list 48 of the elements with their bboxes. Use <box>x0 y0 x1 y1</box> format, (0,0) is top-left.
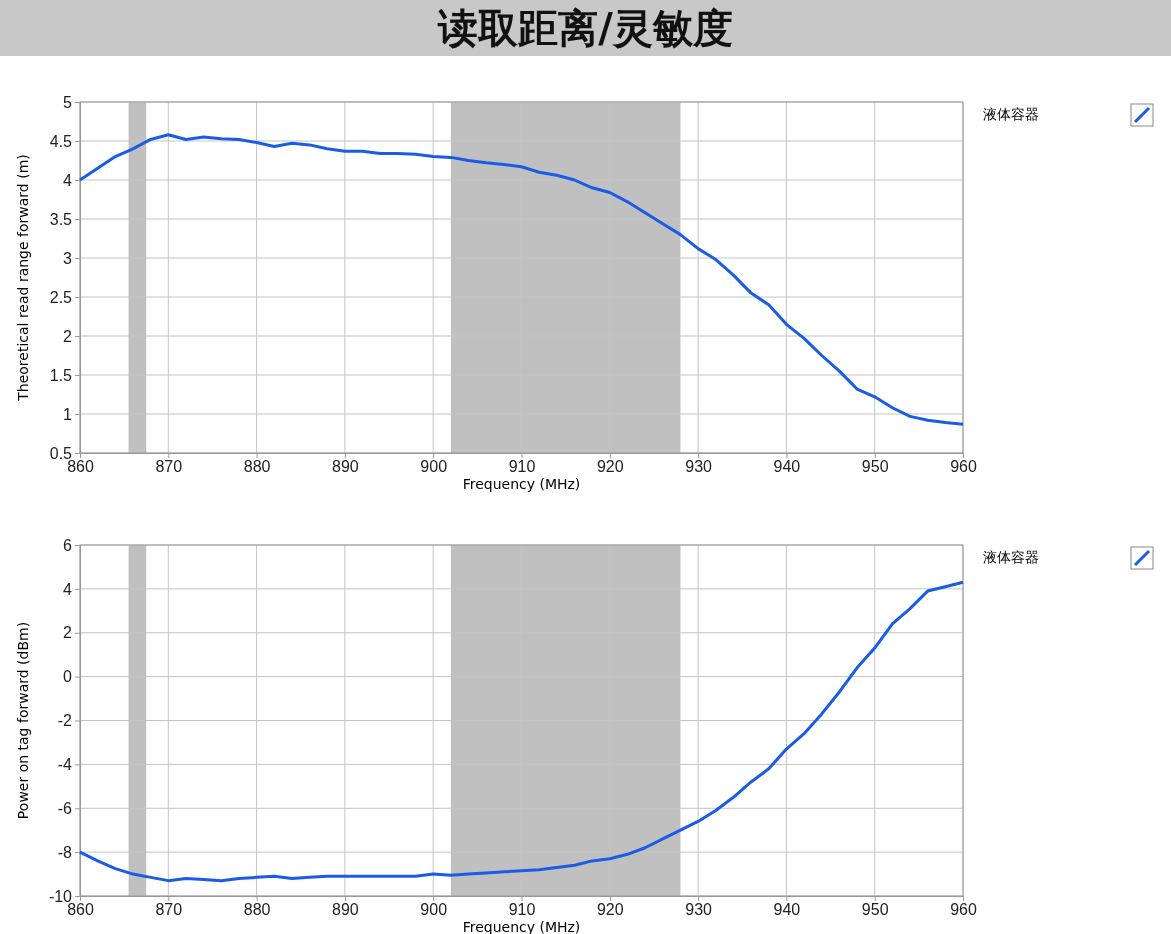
x-tick-label: 910 <box>508 458 536 476</box>
x-tick-label: 870 <box>155 901 183 919</box>
x-tick-label: 870 <box>155 458 183 476</box>
x-tick-label: 960 <box>950 901 977 919</box>
x-tick-label: 900 <box>420 458 448 476</box>
x-tick-label: 910 <box>508 901 536 919</box>
y-tick-label: 1.5 <box>49 366 73 384</box>
x-tick-label: 940 <box>773 901 801 919</box>
y-tick-label: 6 <box>63 536 73 554</box>
y-tick-label: 5 <box>63 93 73 111</box>
y-tick-label: 3 <box>63 249 73 267</box>
x-tick-label: 860 <box>67 458 94 476</box>
x-tick-label: 960 <box>950 458 977 476</box>
x-tick-label: 950 <box>861 458 889 476</box>
x-tick-label: 920 <box>596 901 624 919</box>
x-tick-label: 940 <box>773 458 801 476</box>
y-tick-label: 1 <box>63 405 73 423</box>
series-label: 液体容器 <box>983 549 1039 565</box>
y-tick-label: 2 <box>63 624 73 642</box>
x-tick-label: 900 <box>420 901 448 919</box>
x-tick-label: 890 <box>332 901 359 919</box>
y-axis-title: Theoretical read range forward (m) <box>15 154 31 402</box>
y-tick-label: 4 <box>63 171 73 189</box>
y-tick-label: -4 <box>57 755 73 773</box>
y-tick-label: -8 <box>57 843 73 861</box>
y-tick-label: 4.5 <box>49 132 73 150</box>
x-tick-label: 860 <box>67 901 94 919</box>
x-tick-label: 880 <box>243 458 271 476</box>
x-tick-label: 920 <box>596 458 624 476</box>
y-tick-label: -6 <box>57 799 73 817</box>
y-tick-label: 4 <box>63 580 73 598</box>
y-tick-label: 0 <box>63 668 73 686</box>
y-axis-title: Power on tag forward (dBm) <box>15 621 31 820</box>
x-tick-label: 880 <box>243 901 271 919</box>
chart-title: 读取距离/灵敏度 <box>0 0 1171 56</box>
text: 液体容器 <box>983 106 1039 122</box>
x-tick-label: 930 <box>685 901 713 919</box>
line-series <box>78 580 965 883</box>
x-tick-label: 890 <box>332 458 359 476</box>
y-tick-label: 2 <box>63 327 73 345</box>
y-tick-label: 3.5 <box>49 210 73 228</box>
y-tick-label: 2.5 <box>49 288 73 306</box>
x-axis-title: Frequency (MHz) <box>462 476 581 492</box>
x-tick-label: 930 <box>685 458 713 476</box>
y-tick-label: -2 <box>57 712 73 730</box>
line-series <box>78 133 965 426</box>
x-axis-title: Frequency (MHz) <box>462 919 581 934</box>
x-tick-label: 950 <box>861 901 889 919</box>
